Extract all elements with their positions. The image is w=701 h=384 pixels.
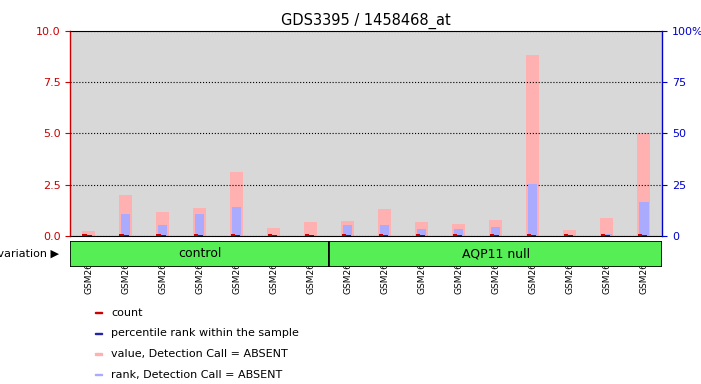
Bar — [309, 235, 314, 236]
Bar — [416, 234, 420, 236]
Bar — [329, 241, 662, 267]
Text: value, Detection Call = ABSENT: value, Detection Call = ABSENT — [111, 349, 288, 359]
Bar — [161, 235, 165, 236]
Bar — [193, 234, 198, 236]
Bar — [195, 214, 204, 236]
Bar — [346, 235, 350, 236]
Bar — [70, 31, 107, 236]
Bar — [306, 235, 315, 236]
Bar — [403, 31, 440, 236]
Bar — [526, 234, 531, 236]
Bar — [144, 31, 181, 236]
Bar — [637, 133, 651, 236]
Bar — [588, 31, 625, 236]
Title: GDS3395 / 1458468_at: GDS3395 / 1458468_at — [281, 13, 451, 29]
Bar — [639, 202, 648, 236]
Bar — [95, 312, 102, 313]
Bar — [569, 235, 573, 236]
Bar — [515, 31, 552, 236]
Bar — [453, 234, 457, 236]
Bar — [193, 209, 206, 236]
Bar — [366, 31, 403, 236]
Bar — [457, 235, 462, 236]
Bar — [531, 235, 536, 236]
Bar — [267, 228, 280, 236]
Bar — [565, 235, 575, 236]
Bar — [489, 220, 503, 236]
Bar — [158, 225, 168, 236]
Bar — [268, 234, 272, 236]
Bar — [107, 31, 144, 236]
Bar — [379, 209, 391, 236]
Bar — [341, 234, 346, 236]
Bar — [198, 235, 203, 236]
Bar — [625, 31, 662, 236]
Bar — [70, 241, 329, 267]
Bar — [95, 353, 102, 355]
Bar — [232, 207, 241, 236]
Bar — [491, 227, 501, 236]
Bar — [269, 235, 278, 236]
Bar — [83, 234, 87, 236]
Bar — [490, 234, 494, 236]
Text: genotype/variation ▶: genotype/variation ▶ — [0, 249, 59, 259]
Bar — [181, 31, 218, 236]
Bar — [494, 235, 499, 236]
Bar — [341, 221, 354, 236]
Bar — [272, 235, 277, 236]
Bar — [255, 31, 292, 236]
Bar — [601, 234, 605, 236]
Bar — [380, 225, 390, 236]
Bar — [383, 235, 388, 236]
Bar — [156, 212, 169, 236]
Bar — [420, 235, 425, 236]
Bar — [218, 31, 255, 236]
Bar — [564, 234, 569, 236]
Bar — [552, 31, 588, 236]
Text: control: control — [178, 247, 222, 260]
Bar — [343, 225, 353, 236]
Bar — [121, 214, 130, 236]
Bar — [235, 235, 240, 236]
Bar — [84, 235, 93, 236]
Bar — [605, 235, 610, 236]
Bar — [119, 234, 124, 236]
Bar — [292, 31, 329, 236]
Bar — [231, 234, 235, 236]
Bar — [529, 184, 538, 236]
Bar — [305, 234, 309, 236]
Bar — [95, 374, 102, 376]
Bar — [417, 229, 426, 236]
Bar — [156, 234, 161, 236]
Bar — [379, 234, 383, 236]
Bar — [564, 230, 576, 236]
Bar — [526, 55, 539, 236]
Bar — [95, 333, 102, 334]
Bar — [304, 222, 318, 236]
Text: AQP11 null: AQP11 null — [462, 247, 530, 260]
Bar — [642, 235, 647, 236]
Bar — [329, 31, 366, 236]
Text: rank, Detection Call = ABSENT: rank, Detection Call = ABSENT — [111, 370, 283, 380]
Bar — [230, 172, 243, 236]
Text: count: count — [111, 308, 143, 318]
Bar — [87, 235, 92, 236]
Bar — [452, 224, 465, 236]
Bar — [440, 31, 477, 236]
Bar — [601, 218, 613, 236]
Bar — [82, 231, 95, 236]
Bar — [477, 31, 515, 236]
Text: percentile rank within the sample: percentile rank within the sample — [111, 328, 299, 338]
Bar — [124, 235, 128, 236]
Bar — [415, 222, 428, 236]
Bar — [454, 229, 463, 236]
Bar — [119, 195, 132, 236]
Bar — [602, 234, 611, 236]
Bar — [638, 234, 642, 236]
